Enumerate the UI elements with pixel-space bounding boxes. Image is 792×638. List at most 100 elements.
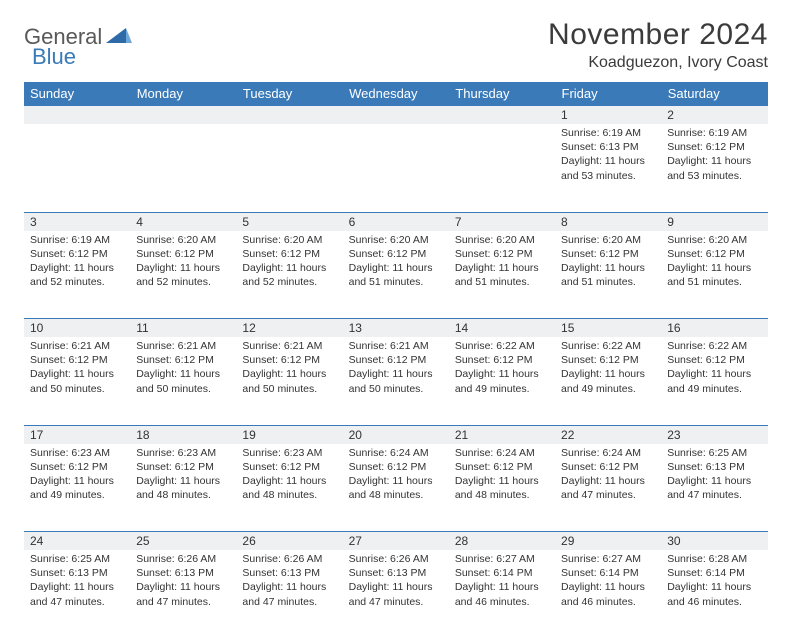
calendar-head: SundayMondayTuesdayWednesdayThursdayFrid…: [24, 82, 768, 106]
day-details: [449, 124, 555, 130]
day-details: Sunrise: 6:24 AMSunset: 6:12 PMDaylight:…: [555, 444, 661, 507]
day-number-cell: 3: [24, 212, 130, 231]
day-number-cell: 16: [661, 319, 767, 338]
day-number-cell: 18: [130, 425, 236, 444]
day-number: 12: [236, 319, 342, 337]
day-cell: Sunrise: 6:20 AMSunset: 6:12 PMDaylight:…: [130, 231, 236, 319]
day-cell: Sunrise: 6:27 AMSunset: 6:14 PMDaylight:…: [555, 550, 661, 638]
day-number: 8: [555, 213, 661, 231]
day-details: Sunrise: 6:20 AMSunset: 6:12 PMDaylight:…: [130, 231, 236, 294]
day-number: 20: [343, 426, 449, 444]
day-body-row: Sunrise: 6:23 AMSunset: 6:12 PMDaylight:…: [24, 444, 768, 532]
day-body-row: Sunrise: 6:19 AMSunset: 6:13 PMDaylight:…: [24, 124, 768, 212]
calendar-page: General November 2024 Koadguezon, Ivory …: [0, 0, 792, 638]
day-number-cell: 13: [343, 319, 449, 338]
day-details: Sunrise: 6:19 AMSunset: 6:12 PMDaylight:…: [661, 124, 767, 187]
day-details: Sunrise: 6:20 AMSunset: 6:12 PMDaylight:…: [449, 231, 555, 294]
day-cell: Sunrise: 6:24 AMSunset: 6:12 PMDaylight:…: [555, 444, 661, 532]
day-number-row: 17181920212223: [24, 425, 768, 444]
day-number-cell: [236, 106, 342, 125]
day-number: 29: [555, 532, 661, 550]
day-cell: Sunrise: 6:22 AMSunset: 6:12 PMDaylight:…: [555, 337, 661, 425]
day-header: Monday: [130, 82, 236, 106]
day-cell: [449, 124, 555, 212]
day-body-row: Sunrise: 6:21 AMSunset: 6:12 PMDaylight:…: [24, 337, 768, 425]
day-number: [236, 106, 342, 110]
day-number-cell: 19: [236, 425, 342, 444]
day-cell: Sunrise: 6:20 AMSunset: 6:12 PMDaylight:…: [661, 231, 767, 319]
day-number: 18: [130, 426, 236, 444]
day-header: Tuesday: [236, 82, 342, 106]
day-details: [24, 124, 130, 130]
day-header: Saturday: [661, 82, 767, 106]
day-number: 30: [661, 532, 767, 550]
page-header: General November 2024 Koadguezon, Ivory …: [24, 18, 768, 72]
day-details: Sunrise: 6:26 AMSunset: 6:13 PMDaylight:…: [236, 550, 342, 613]
day-number-cell: 7: [449, 212, 555, 231]
day-details: Sunrise: 6:28 AMSunset: 6:14 PMDaylight:…: [661, 550, 767, 613]
day-number: 15: [555, 319, 661, 337]
day-cell: Sunrise: 6:19 AMSunset: 6:12 PMDaylight:…: [661, 124, 767, 212]
day-cell: Sunrise: 6:22 AMSunset: 6:12 PMDaylight:…: [449, 337, 555, 425]
day-cell: Sunrise: 6:19 AMSunset: 6:12 PMDaylight:…: [24, 231, 130, 319]
day-number-cell: 4: [130, 212, 236, 231]
day-header-row: SundayMondayTuesdayWednesdayThursdayFrid…: [24, 82, 768, 106]
day-number-cell: 17: [24, 425, 130, 444]
day-cell: Sunrise: 6:20 AMSunset: 6:12 PMDaylight:…: [236, 231, 342, 319]
day-details: Sunrise: 6:20 AMSunset: 6:12 PMDaylight:…: [661, 231, 767, 294]
location-label: Koadguezon, Ivory Coast: [548, 54, 768, 72]
day-cell: Sunrise: 6:23 AMSunset: 6:12 PMDaylight:…: [236, 444, 342, 532]
day-cell: Sunrise: 6:20 AMSunset: 6:12 PMDaylight:…: [555, 231, 661, 319]
day-number-cell: 5: [236, 212, 342, 231]
day-number-cell: 21: [449, 425, 555, 444]
day-number-cell: 11: [130, 319, 236, 338]
day-number: 25: [130, 532, 236, 550]
day-details: Sunrise: 6:20 AMSunset: 6:12 PMDaylight:…: [236, 231, 342, 294]
day-details: Sunrise: 6:27 AMSunset: 6:14 PMDaylight:…: [449, 550, 555, 613]
day-number: [343, 106, 449, 110]
day-body-row: Sunrise: 6:19 AMSunset: 6:12 PMDaylight:…: [24, 231, 768, 319]
brand-part2-wrap: Blue: [32, 44, 76, 70]
day-header: Thursday: [449, 82, 555, 106]
day-cell: Sunrise: 6:20 AMSunset: 6:12 PMDaylight:…: [343, 231, 449, 319]
day-cell: Sunrise: 6:28 AMSunset: 6:14 PMDaylight:…: [661, 550, 767, 638]
day-number: 7: [449, 213, 555, 231]
day-number-cell: 20: [343, 425, 449, 444]
day-cell: Sunrise: 6:21 AMSunset: 6:12 PMDaylight:…: [24, 337, 130, 425]
day-details: Sunrise: 6:25 AMSunset: 6:13 PMDaylight:…: [661, 444, 767, 507]
brand-part2: Blue: [32, 44, 76, 69]
day-number-row: 12: [24, 106, 768, 125]
day-details: Sunrise: 6:27 AMSunset: 6:14 PMDaylight:…: [555, 550, 661, 613]
day-number: 14: [449, 319, 555, 337]
day-number-row: 24252627282930: [24, 532, 768, 551]
day-details: Sunrise: 6:25 AMSunset: 6:13 PMDaylight:…: [24, 550, 130, 613]
day-number-cell: 25: [130, 532, 236, 551]
day-details: Sunrise: 6:23 AMSunset: 6:12 PMDaylight:…: [130, 444, 236, 507]
day-cell: [343, 124, 449, 212]
day-number-cell: 8: [555, 212, 661, 231]
day-number-cell: [130, 106, 236, 125]
day-number-cell: [24, 106, 130, 125]
day-cell: Sunrise: 6:25 AMSunset: 6:13 PMDaylight:…: [24, 550, 130, 638]
day-details: Sunrise: 6:19 AMSunset: 6:13 PMDaylight:…: [555, 124, 661, 187]
day-number-cell: 29: [555, 532, 661, 551]
day-number-cell: 14: [449, 319, 555, 338]
day-number-cell: 1: [555, 106, 661, 125]
day-number-cell: 15: [555, 319, 661, 338]
day-number: [130, 106, 236, 110]
day-details: Sunrise: 6:20 AMSunset: 6:12 PMDaylight:…: [555, 231, 661, 294]
calendar-body: 12Sunrise: 6:19 AMSunset: 6:13 PMDayligh…: [24, 106, 768, 638]
day-number: [449, 106, 555, 110]
day-number: 16: [661, 319, 767, 337]
day-number: 26: [236, 532, 342, 550]
day-details: Sunrise: 6:23 AMSunset: 6:12 PMDaylight:…: [24, 444, 130, 507]
day-cell: Sunrise: 6:26 AMSunset: 6:13 PMDaylight:…: [130, 550, 236, 638]
day-cell: Sunrise: 6:21 AMSunset: 6:12 PMDaylight:…: [236, 337, 342, 425]
day-number-cell: 27: [343, 532, 449, 551]
day-number: 5: [236, 213, 342, 231]
day-number: 22: [555, 426, 661, 444]
day-number: 23: [661, 426, 767, 444]
day-cell: Sunrise: 6:26 AMSunset: 6:13 PMDaylight:…: [343, 550, 449, 638]
day-number: 19: [236, 426, 342, 444]
day-cell: Sunrise: 6:25 AMSunset: 6:13 PMDaylight:…: [661, 444, 767, 532]
